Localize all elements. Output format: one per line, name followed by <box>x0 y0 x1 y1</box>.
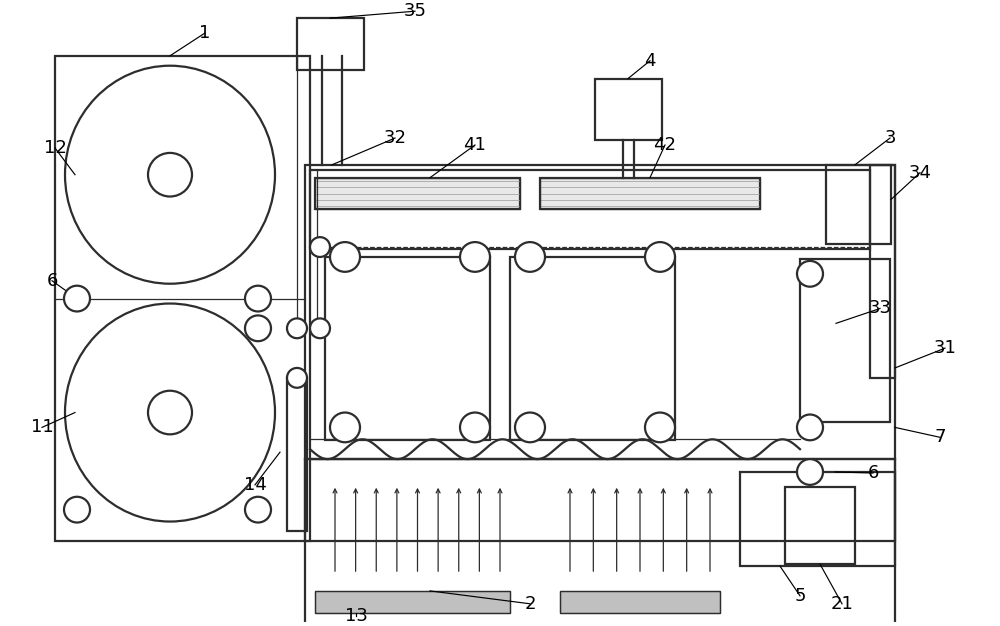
Circle shape <box>797 459 823 485</box>
Bar <box>740 472 895 566</box>
Bar <box>595 79 662 140</box>
Bar <box>297 18 364 69</box>
Circle shape <box>245 285 271 312</box>
Text: 41: 41 <box>464 136 486 154</box>
Circle shape <box>148 153 192 197</box>
Circle shape <box>797 261 823 287</box>
Text: 32: 32 <box>384 129 406 147</box>
Text: 33: 33 <box>868 299 892 317</box>
Text: 13: 13 <box>345 607 367 625</box>
Circle shape <box>330 242 360 272</box>
Circle shape <box>287 368 307 387</box>
Bar <box>315 591 510 613</box>
Bar <box>870 165 895 378</box>
Circle shape <box>330 413 360 442</box>
Bar <box>310 170 870 249</box>
Circle shape <box>310 319 330 338</box>
Circle shape <box>515 242 545 272</box>
Bar <box>785 487 855 564</box>
Circle shape <box>645 242 675 272</box>
Circle shape <box>310 237 330 257</box>
Text: 3: 3 <box>884 129 896 147</box>
Bar <box>560 591 720 613</box>
Text: 35: 35 <box>404 3 426 20</box>
Circle shape <box>460 413 490 442</box>
Bar <box>287 378 307 531</box>
Bar <box>560 591 720 613</box>
Circle shape <box>515 413 545 442</box>
Bar <box>315 591 510 613</box>
Text: 42: 42 <box>654 136 676 154</box>
Text: 6: 6 <box>867 464 879 482</box>
Text: 4: 4 <box>644 52 656 69</box>
Text: 34: 34 <box>908 164 932 182</box>
Bar <box>510 257 675 440</box>
Bar <box>826 165 891 244</box>
Circle shape <box>645 413 675 442</box>
Text: 1: 1 <box>199 24 211 42</box>
Circle shape <box>64 497 90 523</box>
Text: 11: 11 <box>31 418 53 436</box>
Bar <box>315 178 520 209</box>
Text: 2: 2 <box>524 595 536 613</box>
Bar <box>55 56 310 541</box>
Text: 14: 14 <box>244 476 266 494</box>
Bar <box>325 257 490 440</box>
Text: 7: 7 <box>934 428 946 446</box>
Text: 6: 6 <box>46 272 58 290</box>
Bar <box>305 165 895 541</box>
Bar <box>540 178 760 209</box>
Bar <box>315 178 520 209</box>
Text: 21: 21 <box>831 595 853 613</box>
Text: 5: 5 <box>794 587 806 605</box>
Circle shape <box>797 414 823 440</box>
Circle shape <box>287 319 307 338</box>
Circle shape <box>460 242 490 272</box>
Bar <box>540 178 760 209</box>
Circle shape <box>245 316 271 341</box>
Text: 31: 31 <box>934 339 956 357</box>
Bar <box>305 459 895 625</box>
Text: 12: 12 <box>44 139 66 157</box>
Circle shape <box>148 391 192 434</box>
Circle shape <box>245 497 271 523</box>
Bar <box>800 259 890 423</box>
Circle shape <box>64 285 90 312</box>
